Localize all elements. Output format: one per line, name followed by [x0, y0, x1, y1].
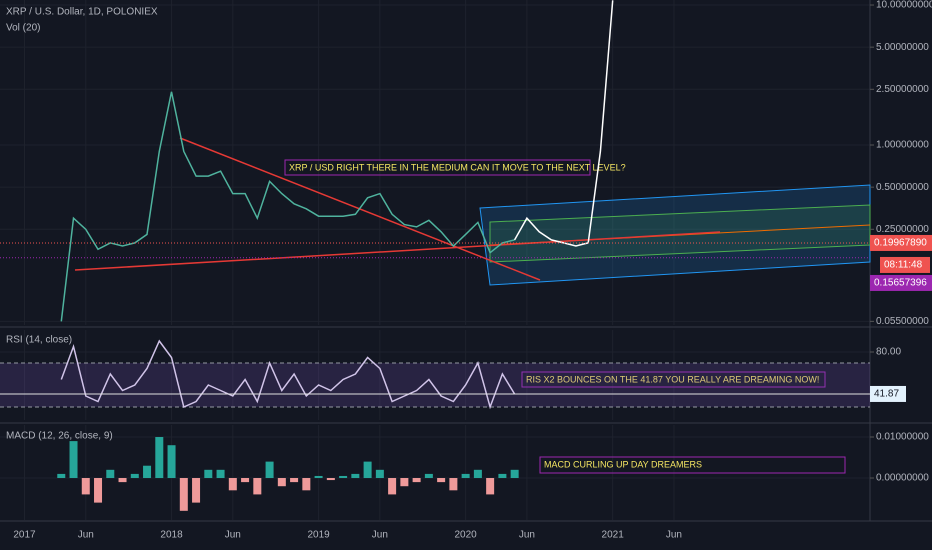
histogram-bar: [498, 473, 507, 479]
x-tick-label: Jun: [666, 530, 682, 541]
y-tick-label: 0.01000000: [876, 432, 929, 443]
histogram-bar: [118, 478, 127, 483]
band-fill: [0, 363, 870, 408]
y-tick-label: 1.00000000: [876, 140, 929, 151]
rsi-line: [60, 339, 516, 410]
histogram-bar: [241, 478, 250, 483]
histogram-bar: [412, 478, 421, 483]
price-label: 0.19967890: [874, 238, 927, 249]
histogram-bar: [375, 469, 384, 479]
price-label: 0.15657396: [874, 278, 927, 289]
y-tick-label: 0.50000000: [876, 182, 929, 193]
histogram-bar: [424, 473, 433, 479]
chart-title: XRP / U.S. Dollar, 1D, POLONIEX: [6, 7, 158, 18]
x-tick-label: 2019: [307, 530, 330, 541]
histogram-bar: [94, 478, 103, 503]
annotation: XRP / USD RIGHT THERE IN THE MEDIUM CAN …: [289, 162, 626, 172]
histogram-bar: [228, 478, 237, 491]
price-line: [513, 0, 614, 247]
histogram-bar: [486, 478, 495, 495]
annotation: RIS X2 BOUNCES ON THE 41.87 YOU REALLY A…: [526, 374, 819, 384]
x-tick-label: 2017: [13, 530, 36, 541]
histogram-bar: [130, 473, 139, 479]
histogram-bar: [302, 478, 311, 491]
price-label-box: [870, 234, 932, 251]
histogram-bar: [216, 469, 225, 479]
histogram-bar: [449, 478, 458, 491]
chart-subtitle: Vol (20): [6, 23, 40, 34]
histogram-bar: [473, 469, 482, 479]
histogram-bar: [155, 437, 164, 479]
histogram-bar: [290, 478, 299, 483]
pane-title: MACD (12, 26, close, 9): [6, 431, 113, 442]
x-tick-label: 2018: [160, 530, 183, 541]
trend-line: [74, 231, 721, 271]
histogram-bar: [437, 478, 446, 483]
pane-title: RSI (14, close): [6, 335, 72, 346]
y-tick-label: 80.00: [876, 347, 901, 358]
histogram-bar: [461, 473, 470, 479]
histogram-bar: [363, 461, 372, 479]
price-line: [60, 91, 515, 322]
histogram-bar: [167, 445, 176, 479]
countdown: 08:11:48: [884, 260, 923, 271]
histogram-bar: [81, 478, 90, 495]
histogram-bar: [106, 469, 115, 479]
histogram-bar: [179, 478, 188, 511]
annotation: MACD CURLING UP DAY DREAMERS: [544, 459, 702, 469]
histogram-bar: [510, 469, 519, 479]
y-tick-label: 0.00000000: [876, 473, 929, 484]
histogram-bar: [314, 475, 323, 479]
y-tick-label: 0.05500000: [876, 316, 929, 327]
histogram-bar: [400, 478, 409, 487]
y-tick-label: 0.25000000: [876, 224, 929, 235]
histogram-bar: [204, 469, 213, 479]
histogram-bar: [277, 478, 286, 487]
y-tick-label: 10.00000000: [876, 0, 932, 11]
histogram-bar: [326, 478, 335, 481]
histogram-bar: [143, 465, 152, 479]
annotation-box: [284, 159, 591, 176]
y-tick-label: 5.00000000: [876, 42, 929, 53]
histogram-bar: [265, 461, 274, 479]
annotation-box: [521, 371, 826, 388]
last-value-label: 41.87: [874, 389, 899, 400]
histogram-bar: [388, 478, 397, 495]
x-tick-label: 2021: [602, 530, 625, 541]
histogram-bar: [192, 478, 201, 503]
annotation-box: [539, 456, 846, 474]
x-tick-label: 2020: [455, 530, 478, 541]
countdown-box: [880, 256, 930, 273]
histogram-bar: [69, 441, 78, 479]
histogram-bar: [57, 473, 66, 479]
x-tick-label: Jun: [78, 530, 94, 541]
histogram-bar: [351, 473, 360, 479]
x-tick-label: Jun: [225, 530, 241, 541]
price-label-box: [870, 274, 932, 291]
x-tick-label: Jun: [519, 530, 535, 541]
last-value-box: [870, 385, 906, 402]
x-tick-label: Jun: [372, 530, 388, 541]
histogram-bar: [339, 475, 348, 479]
y-tick-label: 2.50000000: [876, 84, 929, 95]
histogram-bar: [253, 478, 262, 495]
